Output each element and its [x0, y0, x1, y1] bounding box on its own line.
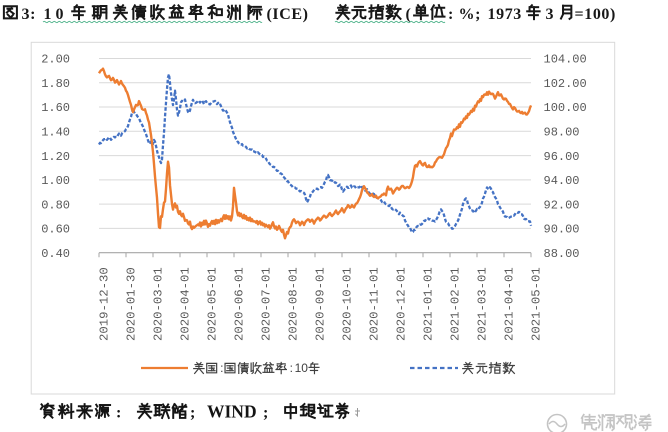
svg-text:102.00: 102.00: [544, 77, 587, 91]
svg-text:92.00: 92.00: [544, 198, 580, 212]
svg-text:WIND: WIND: [207, 402, 257, 422]
svg-text:3:: 3:: [22, 6, 37, 23]
svg-text::: :: [220, 361, 223, 375]
svg-text:96.00: 96.00: [544, 150, 580, 164]
svg-text::: :: [448, 6, 454, 23]
svg-text:1.00: 1.00: [41, 174, 70, 188]
svg-text:;: ;: [263, 405, 268, 422]
svg-text:;: ;: [190, 405, 195, 422]
svg-text:2020-06-01: 2020-06-01: [233, 267, 247, 341]
svg-text:2020-10-01: 2020-10-01: [341, 267, 355, 341]
svg-text:2021-03-01: 2021-03-01: [476, 267, 490, 341]
svg-text:98.00: 98.00: [544, 126, 580, 140]
svg-text:94.00: 94.00: [544, 174, 580, 188]
svg-text:2020-05-01: 2020-05-01: [206, 267, 220, 341]
svg-text:2.00: 2.00: [41, 53, 70, 67]
svg-text:104.00: 104.00: [544, 53, 587, 67]
svg-text:2020-07-01: 2020-07-01: [260, 267, 274, 341]
svg-text:=100): =100): [575, 6, 616, 23]
svg-text:1.20: 1.20: [41, 150, 70, 164]
svg-text:0.40: 0.40: [41, 247, 70, 261]
svg-text:3: 3: [546, 6, 555, 23]
svg-text:2020-12-01: 2020-12-01: [395, 267, 409, 341]
svg-text:2020-01-30: 2020-01-30: [125, 267, 139, 341]
svg-text:1: 1: [44, 6, 53, 23]
svg-text:2021-04-01: 2021-04-01: [503, 267, 517, 341]
svg-text:2020-03-01: 2020-03-01: [152, 267, 166, 341]
svg-text:2020-11-01: 2020-11-01: [368, 267, 382, 341]
svg-text:2021-02-01: 2021-02-01: [449, 267, 463, 341]
svg-text::: :: [290, 361, 293, 375]
svg-text:1.80: 1.80: [41, 77, 70, 91]
svg-text:2019-12-30: 2019-12-30: [98, 267, 112, 341]
svg-text:1.40: 1.40: [41, 126, 70, 140]
svg-text:(: (: [406, 6, 412, 23]
svg-text:1973: 1973: [488, 6, 522, 23]
svg-text:2021-05-01: 2021-05-01: [530, 267, 544, 341]
svg-text:0.80: 0.80: [41, 198, 70, 212]
svg-text:2020-09-01: 2020-09-01: [314, 267, 328, 341]
svg-text:10: 10: [295, 361, 309, 375]
svg-text::: :: [116, 405, 121, 422]
svg-text:2021-01-01: 2021-01-01: [422, 267, 436, 341]
svg-text:0: 0: [56, 6, 65, 23]
svg-text:1.60: 1.60: [41, 101, 70, 115]
svg-text:2020-04-01: 2020-04-01: [179, 267, 193, 341]
svg-text:%;: %;: [459, 6, 482, 23]
svg-text:0.60: 0.60: [41, 223, 70, 237]
svg-text:(ICE): (ICE): [267, 6, 309, 23]
svg-text:88.00: 88.00: [544, 247, 580, 261]
svg-text:2020-08-01: 2020-08-01: [287, 267, 301, 341]
svg-text:90.00: 90.00: [544, 223, 580, 237]
svg-text:100.00: 100.00: [544, 101, 587, 115]
